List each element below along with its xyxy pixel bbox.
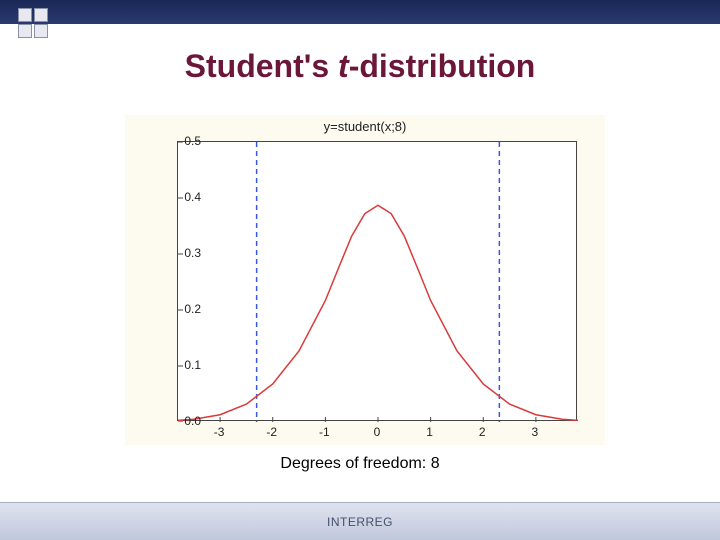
y-tick-label: 0.2 [184,302,201,316]
plot-svg [178,142,578,422]
corner-decoration [18,8,48,38]
y-tick-label: 0.5 [184,134,201,148]
title-prefix: Student's [185,48,338,84]
x-tick-label: -1 [319,425,330,439]
y-tick-label: 0.3 [184,246,201,260]
x-tick-label: 0 [374,425,381,439]
chart-area: y=student(x;8) 0.0 0.1 0.2 0.3 0.4 0.5 -3 -2 -1 0… [125,115,605,445]
title-suffix: -distribution [349,48,536,84]
x-tick-label: 2 [479,425,486,439]
x-tick-label: 3 [532,425,539,439]
y-tick-label: 0.1 [184,358,201,372]
header-band [0,0,720,24]
x-tick-label: -2 [266,425,277,439]
chart-title: y=student(x;8) [125,119,605,134]
footer-text: INTERREG [327,515,393,529]
x-tick-label: -3 [214,425,225,439]
title-italic: t [338,48,349,84]
plot-box [177,141,577,421]
y-tick-label: 0.0 [184,414,201,428]
footer-bar: INTERREG [0,502,720,540]
caption: Degrees of freedom: 8 [0,455,720,473]
slide-title: Student's t-distribution [0,48,720,85]
y-tick-label: 0.4 [184,190,201,204]
x-tick-label: 1 [426,425,433,439]
